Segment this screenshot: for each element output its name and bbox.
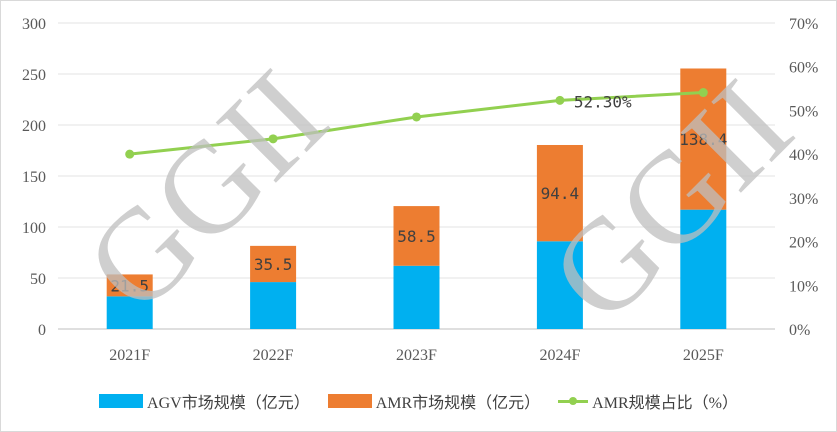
y-right-tick-label: 60%	[789, 60, 818, 77]
y-left-tick-label: 100	[22, 220, 46, 237]
agv-bar	[536, 241, 583, 329]
x-tick-label: 2021F	[109, 347, 150, 364]
amr-bar	[106, 274, 153, 297]
line-data-label: 52.30%	[574, 92, 632, 111]
y-right-tick-label: 0%	[789, 322, 810, 339]
axes: 0 50 100 150 200 250 300 0% 10% 20% 30% 40% 50% 60% 70…	[22, 16, 818, 364]
legend-swatch	[99, 394, 144, 408]
amr-bar	[536, 144, 583, 242]
legend-item: AGV市场规模（亿元）	[99, 389, 310, 413]
y-right-tick-label: 40%	[789, 147, 818, 164]
share-line-point	[125, 149, 135, 159]
x-tick-label: 2025F	[683, 347, 724, 364]
x-tick-label: 2023F	[396, 347, 437, 364]
x-tick-label: 2022F	[253, 347, 294, 364]
legend-line-swatch	[558, 394, 589, 408]
y-right-tick-label: 70%	[789, 16, 818, 33]
x-tick-label: 2024F	[539, 347, 580, 364]
y-left-tick-label: 200	[22, 118, 46, 135]
legend-label: AGV市场规模（亿元）	[147, 395, 310, 412]
share-line-point	[268, 134, 278, 144]
gridlines	[58, 22, 775, 330]
y-left-tick-label: 150	[22, 169, 46, 186]
bar-data-label: 94.4	[541, 184, 580, 203]
legend-label: AMR规模占比（%）	[592, 395, 738, 412]
y-right-tick-label: 10%	[789, 278, 818, 295]
y-left-tick-label: 250	[22, 67, 46, 84]
amr-bar	[250, 245, 297, 283]
amr-bar	[393, 206, 440, 266]
legend-item: AMR市场规模（亿元）	[327, 389, 541, 413]
share-line: 52.30%	[125, 88, 708, 159]
combo-chart: 21.5 35.5 58.5 94.4 138.4 52.30% 0 50 100 150 20…	[22, 16, 819, 364]
legend: AGV市场规模（亿元） AMR市场规模（亿元） AMR规模占比（%）	[0, 386, 837, 416]
agv-bar	[393, 265, 440, 329]
bar-data-label: 35.5	[254, 255, 293, 274]
y-right-tick-label: 50%	[789, 103, 818, 120]
legend-swatch	[327, 394, 372, 408]
legend-marker	[569, 397, 578, 405]
y-right-tick-label: 20%	[789, 235, 818, 252]
agv-bar	[106, 296, 153, 329]
bar-data-label: 58.5	[397, 227, 436, 246]
y-left-tick-label: 0	[38, 322, 46, 339]
legend-item: AMR规模占比（%）	[558, 389, 738, 413]
agv-bar	[680, 209, 727, 329]
y-left-tick-label: 50	[30, 271, 46, 288]
legend-label: AMR市场规模（亿元）	[375, 395, 541, 412]
bar-data-label: 21.5	[110, 276, 149, 295]
y-left-tick-label: 300	[22, 16, 46, 33]
share-line-point	[698, 88, 708, 98]
y-right-tick-label: 30%	[789, 191, 818, 208]
bar-data-label: 138.4	[679, 130, 727, 149]
share-line-point	[555, 95, 565, 105]
watermark-text: GGII	[59, 44, 355, 340]
agv-bar	[250, 282, 297, 329]
share-line-point	[412, 112, 421, 122]
